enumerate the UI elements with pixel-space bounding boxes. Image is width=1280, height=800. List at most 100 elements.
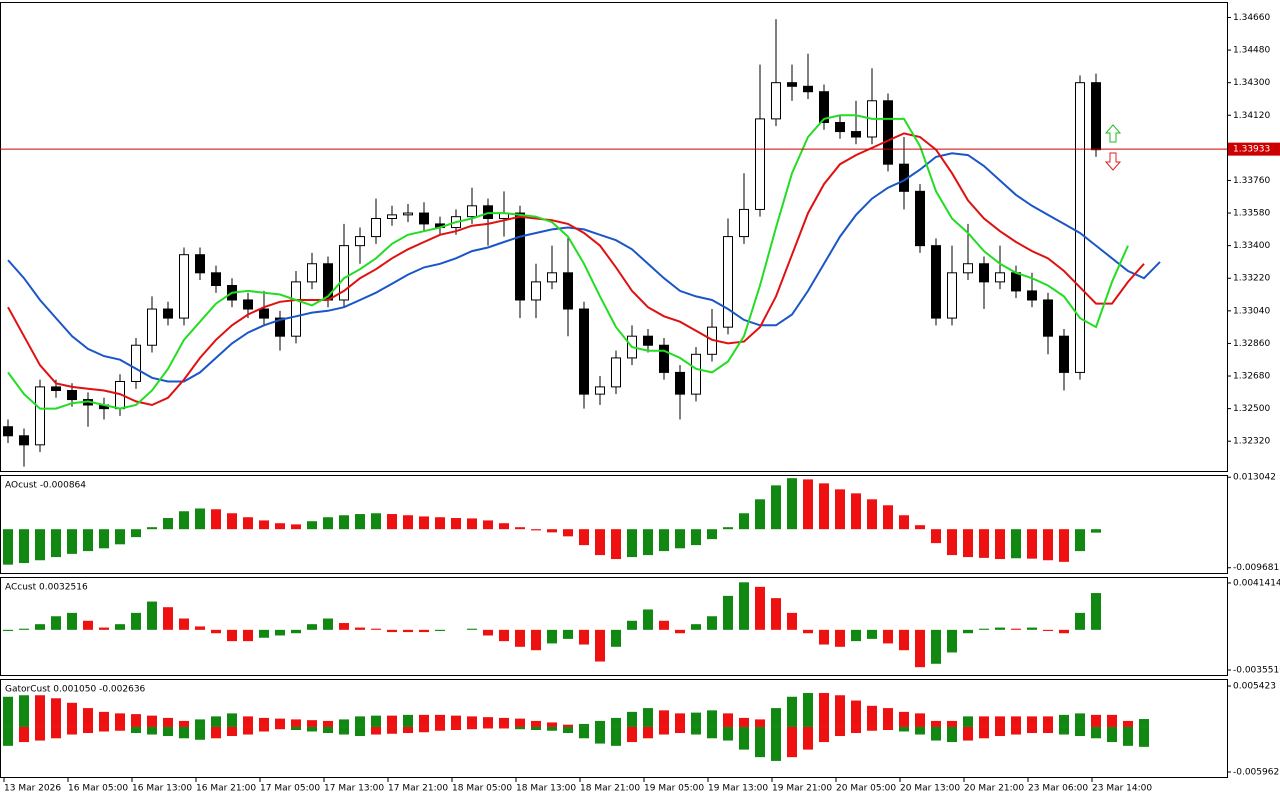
- gator-bar: [1075, 726, 1085, 737]
- y-tick-label: 1.34120: [1233, 111, 1270, 121]
- histogram-bar: [707, 616, 717, 630]
- x-tick-label: 18 Mar 13:00: [516, 784, 576, 794]
- histogram-bar: [323, 618, 333, 630]
- candle-body: [275, 317, 285, 337]
- gator-bar: [499, 717, 509, 727]
- candle-body: [979, 263, 989, 283]
- histogram-bar: [387, 514, 397, 530]
- gator-bar: [963, 716, 973, 727]
- candle-body: [995, 272, 1005, 283]
- x-tick-label: 17 Mar 21:00: [388, 784, 448, 794]
- histogram-bar: [227, 629, 237, 642]
- gator-bar: [307, 726, 317, 732]
- histogram-bar: [467, 518, 477, 530]
- histogram-bar: [851, 493, 861, 530]
- gator-bar: [771, 708, 781, 727]
- histogram-bar: [915, 525, 925, 530]
- histogram-bar: [1027, 627, 1037, 630]
- histogram-bar: [419, 516, 429, 530]
- candle-body: [643, 335, 653, 346]
- candle-body: [771, 82, 781, 120]
- histogram-bar: [1075, 529, 1085, 552]
- candle-body: [67, 390, 77, 401]
- y-tick-label: -0.005962: [1233, 767, 1279, 777]
- gator-bar: [323, 726, 333, 734]
- histogram-bar: [723, 595, 733, 630]
- histogram-bar: [547, 529, 557, 533]
- x-tick-label: 23 Mar 14:00: [1092, 784, 1152, 794]
- gator-bar: [915, 713, 925, 727]
- histogram-bar: [867, 499, 877, 530]
- indicator-label: GatorCust 0.001050 -0.002636: [5, 685, 146, 695]
- gator-bar: [483, 726, 493, 729]
- histogram-bar: [195, 508, 205, 530]
- y-tick-label: -0.009681: [1233, 563, 1279, 573]
- histogram-bar: [179, 511, 189, 530]
- histogram-bar: [515, 629, 525, 647]
- histogram-bar: [307, 624, 317, 630]
- candle-body: [675, 371, 685, 395]
- y-tick-label: 1.32500: [1233, 404, 1270, 414]
- histogram-bar: [787, 478, 797, 530]
- gator-bar: [371, 726, 381, 735]
- gator-bar: [611, 726, 621, 746]
- histogram-bar: [979, 529, 989, 558]
- gator-bar: [931, 720, 941, 727]
- gator-bar: [531, 720, 541, 727]
- histogram-bar: [739, 513, 749, 530]
- gator-bar: [803, 692, 813, 727]
- gator-bar: [115, 713, 125, 727]
- gator-bar: [1059, 714, 1069, 727]
- x-tick-label: 19 Mar 13:00: [708, 784, 768, 794]
- gator-bar: [819, 726, 829, 743]
- gator-bar: [1027, 716, 1037, 727]
- sell-arrow: [1104, 152, 1122, 171]
- gator-bar: [1059, 726, 1069, 735]
- histogram-bar: [595, 529, 605, 556]
- histogram-bar: [643, 529, 653, 556]
- gator-bar: [371, 715, 381, 727]
- histogram-bar: [467, 628, 477, 630]
- gator-bar: [883, 726, 893, 730]
- current-price-box: [1228, 142, 1280, 156]
- gator-bar: [595, 720, 605, 727]
- histogram-bar: [707, 529, 717, 540]
- gator-bar: [227, 713, 237, 727]
- candle-body: [131, 344, 141, 382]
- gator-bar: [867, 726, 877, 731]
- histogram-bar: [579, 529, 589, 546]
- gator-bar: [419, 726, 429, 733]
- gator-bar: [1123, 720, 1133, 727]
- histogram-bar: [579, 629, 589, 645]
- histogram-bar: [563, 629, 573, 639]
- gator-bar: [51, 698, 61, 727]
- candle-body: [35, 386, 45, 446]
- gator-bar: [179, 726, 189, 739]
- gator-bar: [579, 726, 589, 739]
- histogram-bar: [1011, 628, 1021, 630]
- candle-body: [739, 208, 749, 238]
- gator-bar: [675, 713, 685, 727]
- histogram-bar: [83, 529, 93, 552]
- gator-bar: [1139, 719, 1149, 727]
- gator-bar: [755, 719, 765, 727]
- candle-body: [1075, 82, 1085, 373]
- histogram-bar: [931, 529, 941, 544]
- gator-bar: [99, 711, 109, 727]
- candle-body: [419, 212, 429, 225]
- x-tick-label: 20 Mar 05:00: [836, 784, 896, 794]
- candle-body: [515, 212, 525, 301]
- gator-bar: [771, 726, 781, 761]
- candle-body: [211, 272, 221, 286]
- histogram-bar: [787, 612, 797, 630]
- gator-bar: [83, 726, 93, 734]
- gator-bar: [179, 720, 189, 727]
- panel-frame: [0, 2, 1228, 472]
- y-tick-label: 1.33040: [1233, 306, 1270, 316]
- gator-bar: [995, 726, 1005, 737]
- histogram-bar: [419, 629, 429, 633]
- histogram-bar: [643, 609, 653, 630]
- gator-bar: [659, 726, 669, 735]
- y-tick-label: 1.32680: [1233, 372, 1270, 382]
- candle-body: [467, 205, 477, 218]
